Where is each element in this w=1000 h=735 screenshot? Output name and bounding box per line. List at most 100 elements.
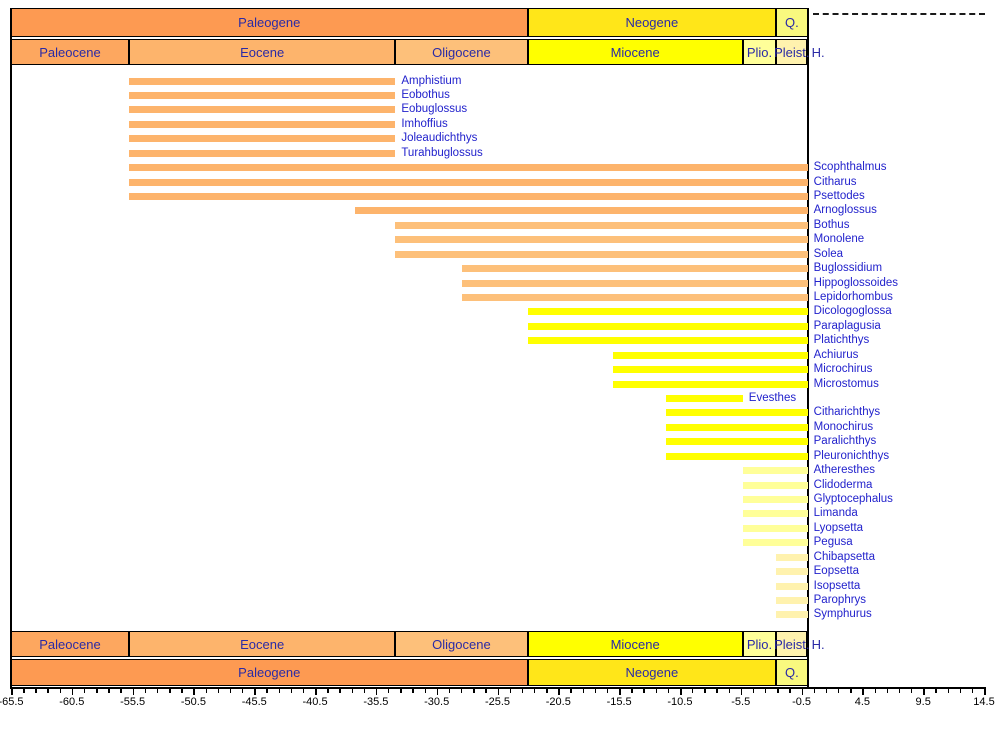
taxon-bar-microstomus [613,380,808,388]
top-epoch-band-label: Oligocene [432,44,491,60]
taxon-label-paraplagusia: Paraplagusia [813,319,881,332]
bottom-epoch-label-h: H. [811,636,825,652]
bottom-epoch-band-paleocene: Paleocene [11,631,129,657]
taxon-label-platichthys: Platichthys [813,334,870,347]
bottom-epoch-band-label: Miocene [610,636,660,652]
axis-minor-tick [959,689,962,693]
axis-minor-tick [813,689,816,693]
taxon-label-psettodes: Psettodes [813,189,865,202]
top-frame-dashed-line [813,13,985,15]
axis-minor-tick [412,689,414,693]
axis-minor-tick [120,689,122,693]
taxon-label-atheresthes: Atheresthes [813,464,876,477]
axis-minor-tick [266,689,268,693]
bottom-epoch-band-pleist: Pleist. [774,631,810,657]
taxon-bar-scophthalmus [128,164,808,172]
taxon-bar-atheresthes [742,467,808,475]
taxon-bar-buglossidium [462,265,808,273]
axis-tick-label: -40.5 [302,696,328,708]
axis-major-tick [679,689,682,695]
axis-tick-label: -65.5 [0,696,24,708]
axis-minor-tick [533,689,536,693]
taxon-bar-platichthys [527,337,808,345]
taxon-label-microchirus: Microchirus [813,363,873,376]
taxon-bar-glyptocephalus [742,495,808,503]
axis-tick-label: -20.5 [545,696,571,708]
axis-minor-tick [874,689,876,693]
top-period-band-label: Q. [785,15,799,30]
taxon-bar-clidoderma [742,481,808,489]
taxon-bar-eobothus [128,91,396,99]
axis-tick-label: -25.5 [484,696,511,708]
axis-minor-tick [339,689,341,693]
taxon-bar-limanda [742,510,808,518]
axis-minor-tick [716,689,718,693]
taxon-bar-hippoglossoides [462,279,808,287]
axis-minor-tick [789,689,791,693]
axis-minor-tick [643,689,645,693]
taxon-label-hippoglossoides: Hippoglossoides [813,276,899,289]
taxon-label-microstomus: Microstomus [813,377,879,390]
taxon-bar-turahbuglossus [128,149,396,157]
axis-minor-tick [59,689,62,693]
top-epoch-band-pleist: Pleist. [774,39,810,65]
taxon-label-paralichthys: Paralichthys [813,435,877,448]
taxon-label-eobuglossus: Eobuglossus [401,103,468,116]
axis-major-tick [375,689,378,695]
taxon-label-chibapsetta: Chibapsetta [813,550,876,563]
axis-minor-tick [181,689,183,693]
taxon-label-monochirus: Monochirus [813,420,874,433]
axis-minor-tick [898,689,901,693]
axis-minor-tick [825,689,828,693]
top-period-band-label: Paleogene [238,15,301,30]
axis-minor-tick [692,689,694,693]
taxon-bar-dicologoglossa [527,308,808,316]
taxon-bar-achiurus [613,351,808,359]
bottom-epoch-band-oligocene: Oligocene [395,631,528,657]
axis-minor-tick [886,689,889,693]
axis-minor-tick [947,689,949,693]
axis-major-tick [315,689,317,695]
taxon-bar-citharichthys [666,409,808,417]
taxon-bar-bothus [395,221,808,229]
top-epoch-band-label: Miocene [610,44,660,60]
axis-minor-tick [242,689,244,693]
axis-minor-tick [461,689,463,693]
taxon-label-lepidorhombus: Lepidorhombus [813,290,893,303]
axis-minor-tick [108,689,110,693]
axis-tick-label: -60.5 [59,696,85,708]
axis-minor-tick [388,689,390,693]
bottom-period-band-neogene: Neogene [527,659,777,686]
x-axis-line [10,687,986,689]
taxon-bar-paralichthys [666,438,808,446]
top-epoch-band-label: Plio. [746,44,773,60]
top-epoch-band-label: Eocene [240,44,285,60]
axis-minor-tick [594,689,597,693]
axis-minor-tick [546,689,548,693]
taxon-bar-arnoglossus [355,207,808,215]
taxon-bar-imhoffius [128,120,396,128]
taxon-bar-psettodes [128,192,808,200]
axis-major-tick [254,689,256,695]
axis-minor-tick [229,689,232,693]
axis-minor-tick [363,689,366,693]
axis-tick-label: 4.5 [854,696,871,708]
taxon-label-symphurus: Symphurus [813,608,872,621]
axis-minor-tick [205,689,207,693]
taxon-bar-pegusa [742,539,808,547]
taxon-bar-monolene [395,236,808,244]
top-period-band-paleogene: Paleogene [11,8,528,37]
axis-major-tick [558,689,560,695]
axis-tick-label: -0.5 [792,696,812,708]
taxon-bar-symphurus [776,611,808,619]
axis-tick-label: 14.5 [973,696,995,708]
bottom-epoch-band-eocene: Eocene [128,631,396,657]
taxon-label-eobothus: Eobothus [401,88,450,101]
axis-major-tick [862,689,864,695]
axis-minor-tick [911,689,913,693]
bottom-epoch-band-miocene: Miocene [527,631,743,657]
bottom-period-band-label: Paleogene [238,665,301,680]
taxon-bar-eopsetta [776,568,808,576]
axis-minor-tick [144,689,147,693]
axis-minor-tick [35,689,37,693]
